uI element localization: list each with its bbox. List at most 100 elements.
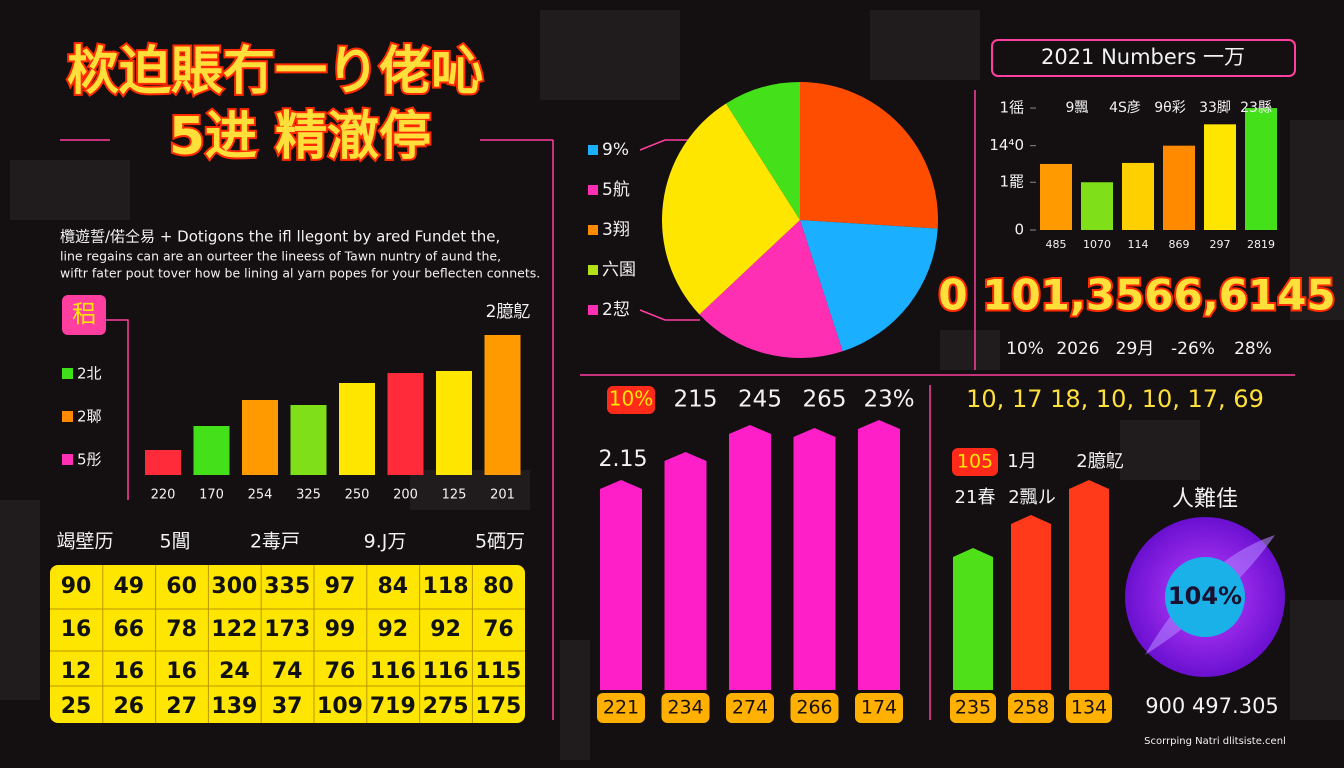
badge-box [952, 448, 998, 476]
table-cell: 16 [166, 659, 197, 684]
table-cell: 16 [113, 659, 144, 684]
x-tick-label: 325 [296, 488, 321, 503]
table-cell: 99 [325, 617, 356, 642]
table-cell: 116 [370, 659, 416, 684]
legend-label: 5彤 [77, 451, 102, 469]
x-tick-label: 485 [1046, 238, 1067, 251]
table-header: 9.J万 [364, 531, 407, 553]
x-tick-label: 258 [1013, 697, 1049, 719]
legend-label: 5航 [602, 180, 630, 200]
annotation: 245 [738, 387, 782, 413]
table-header: 5閶 [159, 531, 190, 553]
table-cell: 78 [166, 617, 197, 642]
table-cell: 173 [264, 617, 310, 642]
x-tick-label: 170 [199, 488, 224, 503]
x-tick-label: 234 [667, 697, 703, 719]
pie-slice [662, 103, 800, 315]
x-tick-label: 274 [732, 697, 768, 719]
bar [858, 420, 900, 690]
stat-item: 2026 [1056, 339, 1099, 359]
table-cell: 27 [166, 694, 197, 719]
stat-item: 10% [1006, 339, 1044, 359]
y-tick-label: 1徭 [999, 99, 1024, 117]
x-tick-label: 254 [248, 488, 273, 503]
annotation: 9θ彩 [1154, 100, 1185, 116]
x-tick-label-box [1066, 693, 1112, 723]
description-line: line regains can are an ourteer the line… [60, 249, 501, 264]
legend-swatch [588, 265, 598, 275]
x-tick-label: 2819 [1247, 238, 1275, 251]
bar [664, 452, 707, 690]
bar [1069, 480, 1109, 690]
x-tick-label: 869 [1169, 238, 1190, 251]
table-cell: 719 [370, 694, 416, 719]
stat-item: 29月 [1116, 339, 1155, 359]
table-cell: 92 [377, 617, 408, 642]
table-bg [50, 565, 525, 723]
badge: 稆 [72, 300, 96, 328]
pie-slice [699, 220, 843, 359]
x-tick-label: 250 [345, 488, 370, 503]
description-line: wiftr fater pout tover how be lining al … [60, 266, 540, 281]
bar [1011, 515, 1051, 690]
table-cell: 49 [113, 574, 144, 599]
bar [339, 383, 375, 475]
table-cell: 335 [264, 574, 310, 599]
pie-slice [726, 82, 800, 220]
legend-swatch [62, 454, 73, 465]
title: 栨迫賬冇一り佬吣 [67, 42, 483, 102]
table-cell: 122 [211, 617, 257, 642]
x-tick-label-box [855, 693, 903, 723]
y-tick-label: 1罷 [999, 173, 1024, 191]
table-cell: 12 [61, 659, 92, 684]
table-cell: 97 [325, 574, 356, 599]
bar-label: 21春 [955, 487, 996, 508]
table-cell: 80 [483, 574, 514, 599]
table-cell: 300 [211, 574, 257, 599]
bar [193, 426, 230, 475]
badge-box [62, 295, 106, 335]
table-cell: 16 [61, 617, 92, 642]
annotation: 215 [674, 387, 718, 413]
title-box [991, 39, 1296, 77]
table-cell: 84 [377, 574, 408, 599]
bar [729, 425, 771, 690]
legend-swatch [62, 411, 73, 422]
stats-headline: 0 101,3566,6145 [938, 271, 1335, 320]
chart-label: 2.15 [599, 447, 648, 472]
x-tick-label: 297 [1210, 238, 1231, 251]
table-cell: 90 [61, 574, 92, 599]
x-tick-label-box [1008, 693, 1054, 723]
bar [1163, 145, 1195, 230]
x-tick-label: 134 [1071, 697, 1107, 719]
gauge-caption: 900 497.305 [1145, 694, 1279, 718]
annotation: 1月 [1007, 451, 1036, 472]
pie-slice [800, 220, 938, 352]
x-tick-label-box [661, 693, 710, 723]
x-tick-label-box [950, 693, 996, 723]
table-cell: 37 [272, 694, 303, 719]
legend-swatch [588, 305, 598, 315]
x-tick-label-box [790, 693, 839, 723]
gauge-center [1165, 557, 1245, 637]
description-line: 欖遊誓/偌仝易 + Dotigons the ifl llegont by ar… [60, 228, 500, 246]
annotation: 265 [803, 387, 847, 413]
bar [1245, 108, 1277, 230]
table-header: 竭壁历 [56, 531, 113, 553]
table-cell: 66 [113, 617, 144, 642]
annotation: 4S彦 [1109, 100, 1141, 116]
bar [484, 335, 521, 475]
table-cell: 175 [475, 694, 521, 719]
bar [793, 428, 836, 690]
x-tick-label-box [597, 693, 645, 723]
legend-swatch [588, 225, 598, 235]
x-tick-label: 266 [796, 697, 832, 719]
table-cell: 76 [325, 659, 356, 684]
chart-label: 2臆鳦 [486, 302, 531, 322]
bar [1204, 124, 1236, 230]
annotation-box [607, 386, 655, 414]
bar [600, 480, 642, 690]
table-cell: 116 [423, 659, 469, 684]
bar [953, 548, 993, 690]
